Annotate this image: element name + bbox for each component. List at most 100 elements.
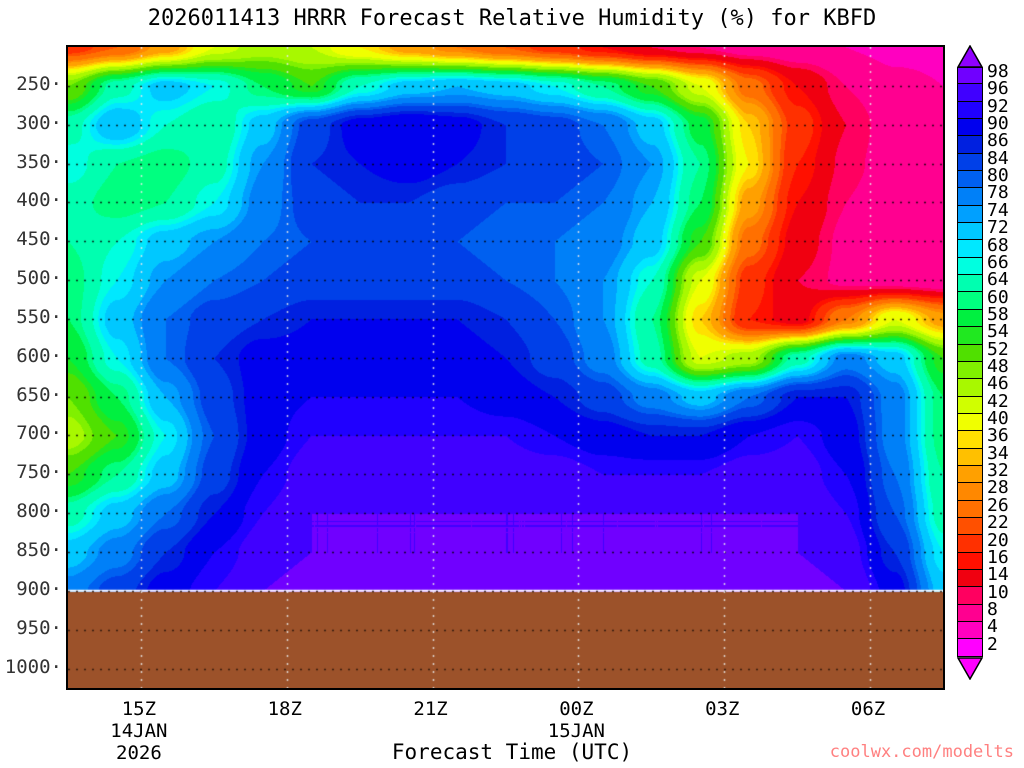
- colorbar-cell: [957, 153, 983, 172]
- y-tick-label: 850·: [16, 539, 62, 562]
- colorbar-tick-label: 90: [987, 113, 1009, 135]
- colorbar-tick-label: 52: [987, 338, 1009, 360]
- colorbar-tick-label: 20: [987, 529, 1009, 551]
- colorbar-cell: [957, 604, 983, 622]
- colorbar-tick-label: 78: [987, 182, 1009, 204]
- colorbar-cell: [957, 327, 983, 345]
- y-tick-label: 500·: [16, 267, 62, 290]
- colorbar-cell: [957, 361, 983, 380]
- colorbar-tick-label: 40: [987, 408, 1009, 430]
- colorbar-tick-label: 2: [987, 633, 998, 655]
- colorbar-tick-label: 80: [987, 165, 1009, 187]
- x-tick-label: 18Z: [267, 698, 302, 720]
- y-tick-label: 300·: [16, 111, 62, 134]
- x-axis: 15Z 14JAN 2026 18Z 21Z 00Z 15JAN 03Z 06Z: [66, 692, 945, 764]
- colorbar-cell: [957, 309, 983, 328]
- y-tick-label: 900·: [16, 577, 62, 600]
- colorbar-tick-label: 4: [987, 616, 998, 638]
- x-tick-label: 03Z: [705, 698, 740, 720]
- colorbar-tick-label: 32: [987, 460, 1009, 482]
- colorbar-cell: [957, 275, 983, 293]
- colorbar-cell: [957, 379, 983, 397]
- colorbar-cell: [957, 639, 983, 657]
- colorbar-cell: [957, 257, 983, 276]
- colorbar-tick-label: 48: [987, 356, 1009, 377]
- colorbar-cell: [957, 292, 983, 310]
- colorbar-legend: 98 96 92 90 86 84 80 78 74 72 68 66 64 60 58 54 52 48 46 42…: [956, 44, 1024, 690]
- colorbar-cell: [957, 500, 983, 518]
- y-tick-label: 250·: [16, 72, 62, 95]
- watermark: coolwx.com/modelts: [829, 742, 1014, 762]
- colorbar-tick-label: 98: [987, 61, 1009, 82]
- colorbar-tick-label: 26: [987, 494, 1009, 516]
- colorbar-bottom-arrow: [956, 657, 984, 681]
- x-tick-label: 21Z: [413, 698, 448, 720]
- y-axis: 250· 300· 350· 400· 450· 500· 550· 600· 650· 700·…: [0, 45, 62, 690]
- colorbar-tick-label: 22: [987, 512, 1009, 534]
- colorbar-cell: [957, 223, 983, 241]
- colorbar-cell: [957, 205, 983, 224]
- colorbar-cell: [957, 136, 983, 154]
- y-tick-label: 400·: [16, 189, 62, 212]
- humidity-contour-canvas: [68, 47, 943, 688]
- colorbar-tick-label: 54: [987, 321, 1009, 343]
- y-tick-label: 350·: [16, 150, 62, 173]
- colorbar-tick-label: 46: [987, 373, 1009, 395]
- plot-area: [66, 45, 945, 690]
- colorbar-cell: [957, 67, 983, 85]
- page-title: 2026011413 HRRR Forecast Relative Humidi…: [147, 6, 877, 31]
- y-tick-label: 650·: [16, 383, 62, 406]
- y-tick-label: 800·: [16, 500, 62, 523]
- colorbar-tick-label: 72: [987, 217, 1009, 239]
- colorbar-tick-label: 8: [987, 598, 998, 620]
- x-tick-label: 15Z: [121, 698, 157, 720]
- colorbar-cell: [957, 101, 983, 120]
- colorbar-cell: [957, 448, 983, 466]
- x-tick-label: 06Z: [850, 698, 886, 720]
- colorbar-cell: [957, 188, 983, 206]
- y-tick-label: 950·: [16, 616, 62, 639]
- colorbar-tick-label: 34: [987, 442, 1009, 464]
- colorbar-tick-label: 74: [987, 199, 1009, 221]
- x-tick-sublabel: 14JAN: [110, 720, 168, 742]
- colorbar-cell: [957, 396, 983, 414]
- colorbar-cell: [957, 119, 983, 137]
- colorbar-cell: [957, 517, 983, 536]
- colorbar-tick-label: 66: [987, 251, 1009, 273]
- colorbar-tick-label: 58: [987, 303, 1009, 325]
- colorbar-tick-label: 14: [987, 564, 1009, 586]
- y-tick-label: 700·: [16, 422, 62, 445]
- colorbar-top-arrow: [956, 44, 984, 68]
- colorbar-cell: [957, 587, 983, 605]
- colorbar-cell: [957, 535, 983, 553]
- colorbar-tick-label: 36: [987, 425, 1009, 447]
- colorbar-tick-label: 10: [987, 581, 1009, 603]
- colorbar-cell: [957, 483, 983, 501]
- colorbar-swatches: [957, 67, 983, 657]
- y-tick-label: 750·: [16, 461, 62, 484]
- colorbar-tick-label: 42: [987, 390, 1009, 412]
- colorbar-cell: [957, 344, 983, 362]
- x-axis-title: Forecast Time (UTC): [391, 740, 633, 764]
- colorbar-cell: [957, 431, 983, 449]
- x-tick-label: 00Z: [559, 698, 594, 720]
- colorbar-tick-label: 84: [987, 147, 1009, 169]
- y-tick-label: 600·: [16, 344, 62, 367]
- colorbar-tick-label: 68: [987, 234, 1009, 256]
- colorbar-cell: [957, 552, 983, 570]
- colorbar-tick-label: 64: [987, 269, 1009, 291]
- y-tick-label: 550·: [16, 305, 62, 328]
- colorbar-cell: [957, 465, 983, 484]
- colorbar-tick-label: 86: [987, 130, 1009, 152]
- y-tick-label: 450·: [16, 228, 62, 251]
- y-tick-label: 1000·: [4, 655, 62, 678]
- colorbar-cell: [957, 413, 983, 432]
- colorbar-tick-label: 60: [987, 286, 1009, 308]
- colorbar-cell: [957, 622, 983, 640]
- x-tick-sublabel: 15JAN: [547, 720, 606, 742]
- colorbar-tick-label: 16: [987, 546, 1009, 568]
- colorbar-tick-label: 96: [987, 78, 1009, 100]
- colorbar-cell: [957, 569, 983, 588]
- colorbar-cell: [957, 171, 983, 189]
